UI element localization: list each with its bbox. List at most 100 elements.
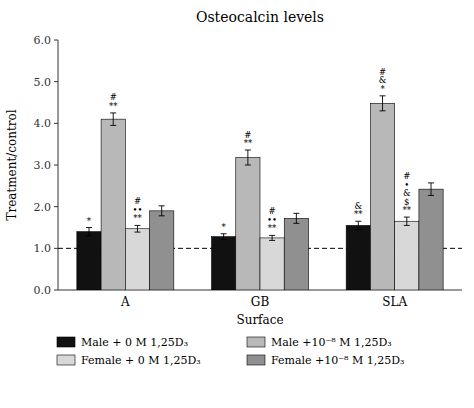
- error-cap: [293, 223, 299, 224]
- bar: [101, 119, 125, 290]
- error-cap: [159, 215, 165, 216]
- annotation: #**: [244, 130, 253, 149]
- annotation-line: **: [268, 223, 277, 233]
- error-cap: [86, 235, 92, 236]
- error-cap: [355, 229, 361, 230]
- error-stem: [431, 183, 432, 196]
- error-cap: [110, 125, 116, 126]
- annotation-line: *: [222, 222, 227, 232]
- error-stem: [272, 235, 273, 240]
- chart: Osteocalcin levels0.01.02.03.04.05.06.0T…: [0, 0, 474, 408]
- error-cap: [245, 150, 251, 151]
- error-bar: [86, 228, 92, 236]
- x-tick-label: GB: [251, 295, 270, 309]
- bar: [395, 221, 419, 290]
- annotation-line: **: [109, 101, 118, 111]
- y-axis-line: [58, 40, 59, 290]
- bar: [284, 218, 308, 290]
- legend-label: Male + 0 M 1,25D₃: [81, 336, 188, 349]
- annotation-line: *: [87, 216, 92, 226]
- bar: [150, 211, 174, 290]
- error-cap: [380, 95, 386, 96]
- y-tick: [54, 40, 58, 41]
- y-tick-label: 1.0: [34, 242, 52, 255]
- error-bar: [159, 206, 165, 216]
- error-bar: [380, 96, 386, 111]
- y-tick-label: 0.0: [34, 284, 52, 297]
- error-cap: [428, 195, 434, 196]
- annotation: *: [222, 222, 227, 232]
- legend-swatch: [247, 337, 265, 347]
- error-bar: [269, 235, 275, 240]
- error-bar: [110, 113, 116, 126]
- y-tick: [54, 290, 58, 291]
- error-stem: [406, 217, 407, 225]
- annotation: #&*: [379, 67, 387, 94]
- error-stem: [161, 206, 162, 216]
- legend-label: Female +10⁻⁸ M 1,25D₃: [271, 354, 404, 367]
- error-cap: [404, 225, 410, 226]
- annotation-line: *: [380, 84, 385, 94]
- error-bar: [355, 221, 361, 229]
- legend-swatch: [247, 355, 265, 365]
- annotation: #••**: [132, 196, 142, 223]
- bar: [419, 189, 443, 290]
- x-axis-label: Surface: [236, 313, 283, 327]
- error-cap: [245, 165, 251, 166]
- y-tick-label: 6.0: [34, 34, 52, 47]
- error-stem: [296, 213, 297, 223]
- y-tick-label: 3.0: [34, 159, 52, 172]
- bar: [212, 237, 236, 290]
- error-stem: [113, 113, 114, 126]
- y-axis-label: Treatment/control: [5, 109, 19, 220]
- error-stem: [358, 221, 359, 229]
- legend-swatch: [57, 337, 75, 347]
- error-cap: [404, 217, 410, 218]
- annotation-line: **: [133, 213, 142, 223]
- error-stem: [382, 96, 383, 111]
- x-tick-label: A: [120, 295, 130, 309]
- annotation: #•&$**: [403, 171, 412, 215]
- y-tick-label: 4.0: [34, 117, 52, 130]
- x-tick-label: SLA: [382, 295, 407, 309]
- annotation-line: **: [403, 205, 412, 215]
- annotation: &**: [354, 201, 363, 220]
- y-tick: [54, 248, 58, 249]
- annotation: #**: [109, 92, 118, 111]
- legend-label: Female + 0 M 1,25D₃: [81, 354, 201, 367]
- annotation-line: **: [354, 209, 363, 219]
- bar: [346, 225, 370, 290]
- error-cap: [355, 221, 361, 222]
- y-tick: [54, 165, 58, 166]
- annotation: #••**: [267, 206, 277, 233]
- error-cap: [221, 239, 227, 240]
- y-tick: [54, 206, 58, 207]
- error-stem: [223, 234, 224, 240]
- title: Osteocalcin levels: [196, 9, 324, 25]
- bar: [236, 158, 260, 291]
- bar: [125, 229, 149, 290]
- y-tick-label: 5.0: [34, 76, 52, 89]
- error-cap: [428, 182, 434, 183]
- error-cap: [269, 240, 275, 241]
- error-cap: [134, 225, 140, 226]
- annotation: *: [87, 216, 92, 226]
- error-cap: [269, 235, 275, 236]
- annotation-line: **: [244, 138, 253, 148]
- legend: Male + 0 M 1,25D₃ Male +10⁻⁸ M 1,25D₃ Fema…: [57, 336, 404, 367]
- error-bar: [134, 225, 140, 232]
- plot-area: [58, 96, 462, 290]
- error-bar: [404, 217, 410, 225]
- error-cap: [159, 205, 165, 206]
- bar: [260, 238, 284, 290]
- error-stem: [247, 150, 248, 165]
- error-bar: [245, 150, 251, 165]
- legend-label: Male +10⁻⁸ M 1,25D₃: [271, 336, 392, 349]
- error-bar: [428, 183, 434, 196]
- error-bar: [293, 213, 299, 223]
- error-cap: [134, 232, 140, 233]
- error-cap: [86, 227, 92, 228]
- error-cap: [221, 233, 227, 234]
- error-cap: [380, 110, 386, 111]
- legend-swatch: [57, 355, 75, 365]
